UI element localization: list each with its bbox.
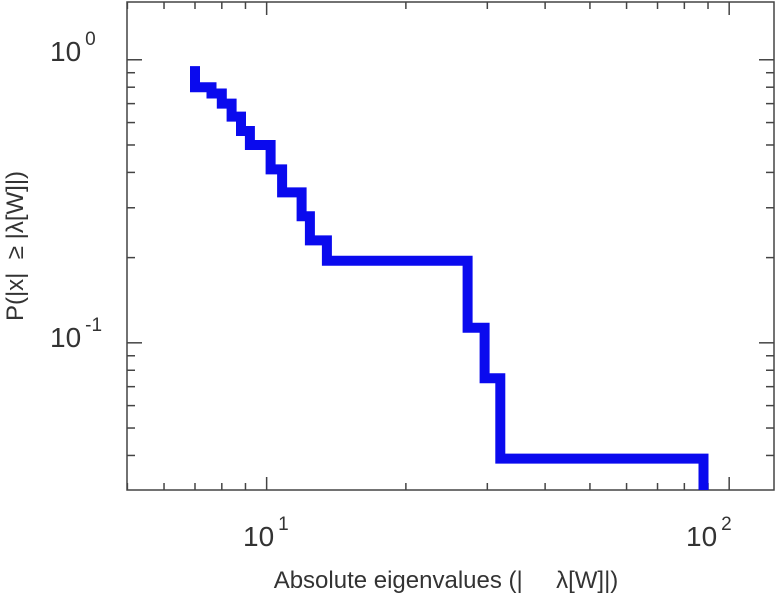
y-axis-title: P(|x| ≥ |λ[W]|) bbox=[2, 171, 29, 321]
series-line-0 bbox=[190, 66, 709, 490]
y-tick-label-1: 10 0 bbox=[50, 29, 96, 67]
series-group bbox=[190, 66, 709, 490]
x-axis-title: Absolute eigenvalues (| λ[W]|) bbox=[274, 567, 619, 594]
y-tick-label-0.1: 10 -1 bbox=[50, 315, 102, 353]
x-tick-label-10: 10 1 bbox=[243, 514, 289, 552]
plot-frame bbox=[126, 1, 775, 491]
minor-major-ticks bbox=[126, 2, 774, 490]
x-tick-label-100: 10 2 bbox=[686, 514, 732, 552]
